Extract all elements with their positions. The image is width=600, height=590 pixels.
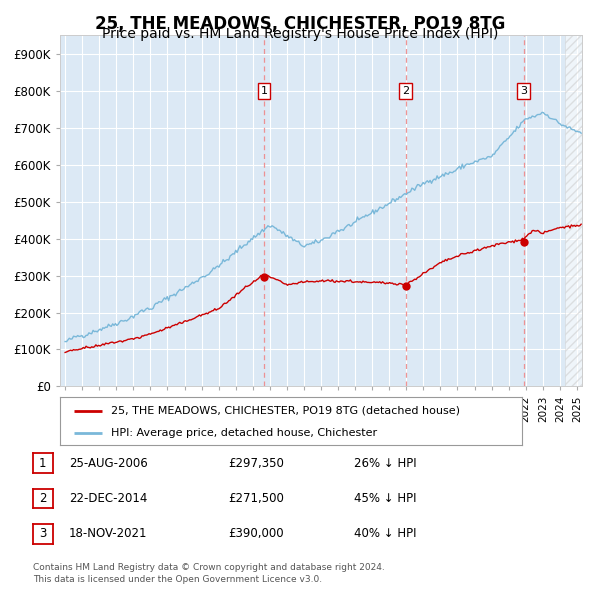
- Text: 18-NOV-2021: 18-NOV-2021: [69, 527, 148, 540]
- Text: HPI: Average price, detached house, Chichester: HPI: Average price, detached house, Chic…: [111, 428, 377, 438]
- Text: £297,350: £297,350: [228, 457, 284, 470]
- Text: 45% ↓ HPI: 45% ↓ HPI: [354, 492, 416, 505]
- Text: Price paid vs. HM Land Registry's House Price Index (HPI): Price paid vs. HM Land Registry's House …: [102, 27, 498, 41]
- Text: 26% ↓ HPI: 26% ↓ HPI: [354, 457, 416, 470]
- Text: £390,000: £390,000: [228, 527, 284, 540]
- Text: 3: 3: [520, 86, 527, 96]
- Text: £271,500: £271,500: [228, 492, 284, 505]
- Text: 2: 2: [39, 492, 47, 505]
- Text: 1: 1: [39, 457, 47, 470]
- Text: 25-AUG-2006: 25-AUG-2006: [69, 457, 148, 470]
- Text: Contains HM Land Registry data © Crown copyright and database right 2024.: Contains HM Land Registry data © Crown c…: [33, 563, 385, 572]
- Text: 2: 2: [402, 86, 409, 96]
- Text: 1: 1: [260, 86, 268, 96]
- Text: 25, THE MEADOWS, CHICHESTER, PO19 8TG: 25, THE MEADOWS, CHICHESTER, PO19 8TG: [95, 15, 505, 33]
- Text: 40% ↓ HPI: 40% ↓ HPI: [354, 527, 416, 540]
- Text: 22-DEC-2014: 22-DEC-2014: [69, 492, 148, 505]
- Text: 3: 3: [39, 527, 47, 540]
- Text: This data is licensed under the Open Government Licence v3.0.: This data is licensed under the Open Gov…: [33, 575, 322, 584]
- Text: 25, THE MEADOWS, CHICHESTER, PO19 8TG (detached house): 25, THE MEADOWS, CHICHESTER, PO19 8TG (d…: [111, 405, 460, 415]
- Bar: [565, 35, 582, 386]
